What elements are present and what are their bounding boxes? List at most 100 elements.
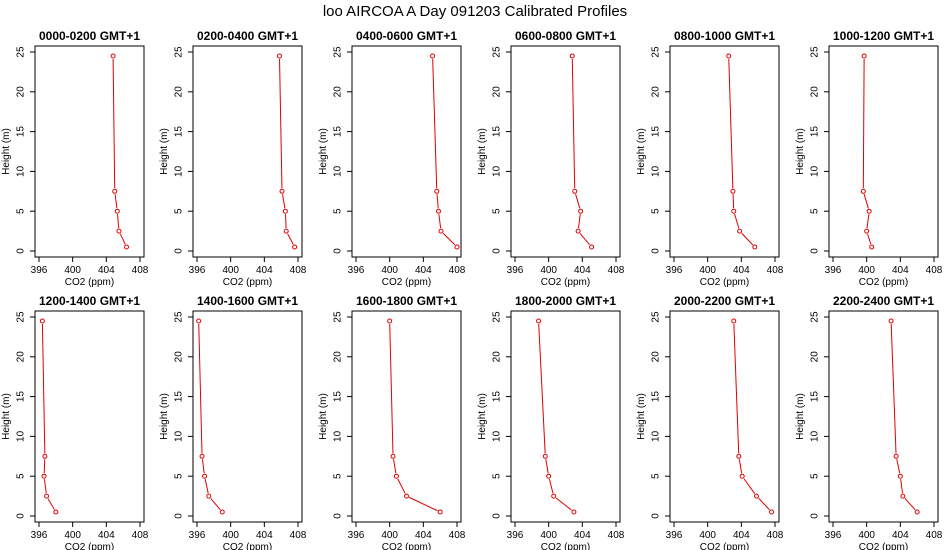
profile-point <box>39 318 45 324</box>
profile-panel: 0000-0200 GMT+1 396 400 404 408 CO2 (ppm) 0 5 10… <box>1 29 149 288</box>
y-tick-label: 5 <box>333 208 344 214</box>
x-tick-label: 400 <box>858 265 875 276</box>
y-tick-label: 15 <box>16 126 27 138</box>
profile-point <box>569 53 575 59</box>
profile-line-segment <box>538 323 546 454</box>
profile-point <box>434 188 440 194</box>
profile-line-segment <box>862 58 865 189</box>
y-tick-label: 25 <box>174 46 185 58</box>
profile-panel: 1000-1200 GMT+1 396 400 404 408 CO2 (ppm) 0 5 10… <box>795 29 943 288</box>
y-tick-label: 15 <box>810 126 821 138</box>
x-tick-label: 400 <box>699 530 716 541</box>
profile-point <box>893 453 899 459</box>
y-tick-label: 0 <box>651 513 662 519</box>
y-tick-label: 20 <box>333 86 344 98</box>
profile-point <box>404 493 409 499</box>
x-tick-label: 408 <box>290 265 307 276</box>
profile-line-segment <box>41 323 46 454</box>
x-tick-label: 408 <box>449 265 466 276</box>
y-tick-label: 20 <box>810 351 821 363</box>
y-tick-label: 25 <box>16 311 27 323</box>
y-axis-label: Height (m) <box>477 393 488 440</box>
profile-line-segment <box>738 459 743 474</box>
y-tick-label: 20 <box>174 351 185 363</box>
profile-point <box>900 493 906 499</box>
x-tick-label: 408 <box>926 265 943 276</box>
x-axis-label: CO2 (ppm) <box>700 277 749 288</box>
x-tick-label: 404 <box>574 530 591 541</box>
profile-point <box>589 244 595 250</box>
y-tick-label: 20 <box>651 86 662 98</box>
y-tick-label: 0 <box>810 248 821 254</box>
profile-line-segment <box>282 194 286 209</box>
profile-point <box>196 318 202 324</box>
profile-line-segment <box>201 459 205 474</box>
profile-panel: 0400-0600 GMT+1 396 400 404 408 CO2 (ppm) 0 5 10… <box>318 29 466 288</box>
y-tick-label: 25 <box>333 311 344 323</box>
x-axis-label: CO2 (ppm) <box>541 277 590 288</box>
y-tick-label: 10 <box>651 165 662 177</box>
y-axis-label: Height (m) <box>318 128 329 175</box>
profile-line-segment <box>733 323 740 454</box>
y-tick-label: 15 <box>333 391 344 403</box>
y-axis-label: Height (m) <box>1 393 12 440</box>
y-tick-label: 15 <box>333 126 344 138</box>
profile-point <box>279 188 285 194</box>
profile-point <box>578 208 584 214</box>
profile-line-segment <box>43 459 46 474</box>
x-axis-label: CO2 (ppm) <box>65 277 114 288</box>
plot-frame <box>510 310 621 523</box>
profile-line-segment <box>741 232 754 246</box>
profile-point <box>542 453 548 459</box>
profile-point <box>861 53 867 59</box>
profile-point <box>435 208 441 214</box>
figure-title: loo AIRCOA A Day 091203 Calibrated Profi… <box>323 3 627 20</box>
profile-point <box>730 188 736 194</box>
profile-point <box>206 493 212 499</box>
profile-line-segment <box>571 58 576 189</box>
profile-point <box>888 318 894 324</box>
panel-title: 2000-2200 GMT+1 <box>674 294 775 308</box>
profile-point <box>572 188 578 194</box>
x-tick-label: 404 <box>892 530 909 541</box>
y-tick-label: 25 <box>333 46 344 58</box>
x-tick-label: 408 <box>926 530 943 541</box>
y-tick-label: 10 <box>651 430 662 442</box>
y-axis-label: Height (m) <box>318 393 329 440</box>
profile-line-segment <box>210 498 221 511</box>
profile-point <box>124 244 130 250</box>
plot-frame <box>34 310 145 523</box>
y-tick-label: 0 <box>810 513 821 519</box>
x-tick-label: 404 <box>98 265 115 276</box>
y-tick-label: 5 <box>810 473 821 479</box>
panel-title: 0600-0800 GMT+1 <box>515 29 616 43</box>
x-tick-label: 396 <box>189 530 206 541</box>
panel-title: 0800-1000 GMT+1 <box>674 29 775 43</box>
x-tick-label: 404 <box>415 530 432 541</box>
profile-point <box>726 53 732 59</box>
profile-line-segment <box>119 233 126 245</box>
profile-point <box>110 53 116 59</box>
profile-panel: 0800-1000 GMT+1 396 400 404 408 CO2 (ppm) 0 5 10… <box>636 29 784 288</box>
profile-line-segment <box>114 194 118 209</box>
y-tick-label: 10 <box>492 165 503 177</box>
profile-line-segment <box>732 194 735 209</box>
x-tick-label: 408 <box>449 530 466 541</box>
x-axis-label: CO2 (ppm) <box>65 542 114 550</box>
profile-line-segment <box>198 323 203 454</box>
y-tick-label: 0 <box>333 513 344 519</box>
profile-line-segment <box>43 479 47 494</box>
y-axis-label: Height (m) <box>159 128 170 175</box>
x-tick-label: 396 <box>189 265 206 276</box>
profile-point <box>42 453 48 459</box>
panel-title: 1600-1800 GMT+1 <box>356 294 457 308</box>
profile-panel: 1800-2000 GMT+1 396 400 404 408 CO2 (ppm) 0 5 10… <box>477 294 625 550</box>
x-tick-label: 396 <box>31 265 48 276</box>
profile-point <box>753 493 759 499</box>
plot-frame <box>669 45 780 258</box>
profile-line-segment <box>555 497 572 511</box>
y-tick-label: 10 <box>333 430 344 442</box>
y-axis-label: Height (m) <box>1 128 12 175</box>
profile-point <box>219 509 225 515</box>
y-tick-label: 25 <box>651 311 662 323</box>
